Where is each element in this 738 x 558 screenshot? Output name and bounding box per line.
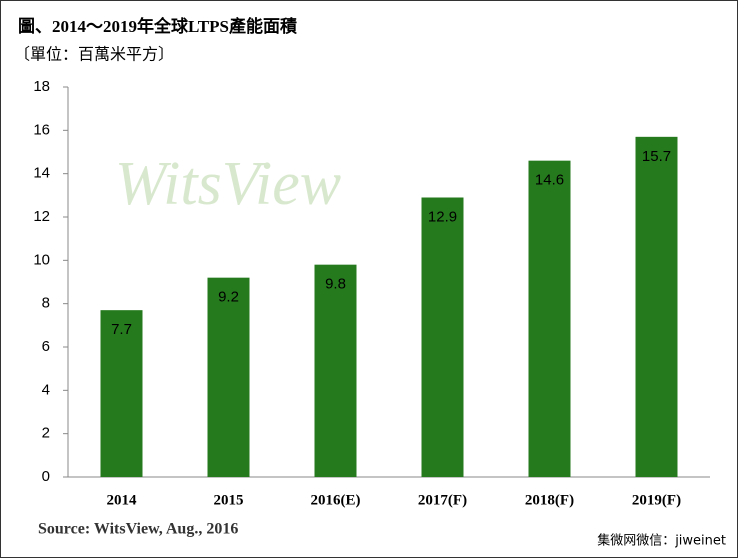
y-tick-label: 10 <box>33 251 50 268</box>
y-tick-label: 8 <box>42 295 50 312</box>
watermark: WitsView <box>115 150 341 218</box>
x-tick-label: 2018(F) <box>525 492 574 508</box>
value-label: 9.8 <box>325 276 346 293</box>
x-tick-label: 2014 <box>107 492 138 508</box>
chart-title: 圖、2014～2019年全球LTPS產能面積 <box>18 16 298 36</box>
x-tick-label: 2016(E) <box>311 492 361 508</box>
source: Source: WitsView, Aug., 2016 <box>38 521 238 538</box>
bar <box>314 264 357 477</box>
y-tick-label: 4 <box>42 381 50 398</box>
bar <box>207 277 250 477</box>
x-tick-label: 2019(F) <box>632 492 681 508</box>
chart-subtitle: 〔單位：百萬米平方〕 <box>14 46 174 64</box>
value-label: 14.6 <box>535 172 564 189</box>
bar <box>421 197 464 477</box>
value-label: 15.7 <box>642 148 671 165</box>
y-tick-label: 14 <box>33 165 50 182</box>
credit: 集微网微信：jiweinet <box>597 533 726 549</box>
value-label: 7.7 <box>111 321 132 338</box>
y-tick-label: 16 <box>33 121 50 138</box>
value-label: 9.2 <box>218 289 239 306</box>
y-tick-label: 18 <box>33 78 50 95</box>
y-tick-label: 0 <box>42 468 50 485</box>
bar <box>528 160 571 477</box>
x-tick-label: 2015 <box>214 492 244 508</box>
x-tick-label: 2017(F) <box>418 492 467 508</box>
y-tick-label: 6 <box>42 338 50 355</box>
y-tick-label: 12 <box>33 208 50 225</box>
bar <box>100 310 143 477</box>
value-label: 12.9 <box>428 208 457 225</box>
y-tick-label: 2 <box>42 425 50 442</box>
bar <box>635 136 678 478</box>
